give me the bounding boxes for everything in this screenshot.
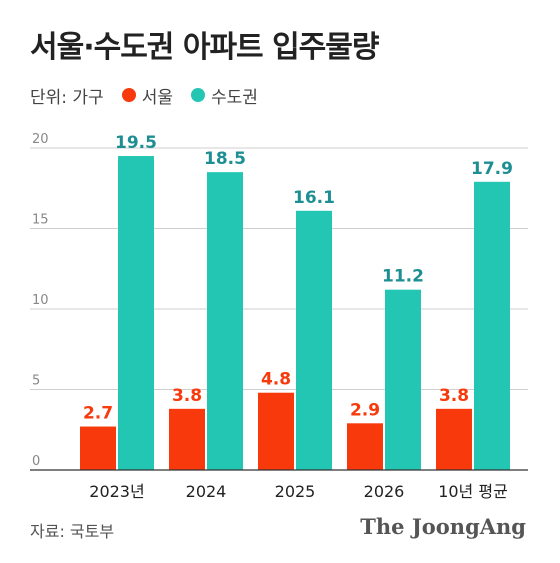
- bar: [118, 156, 154, 471]
- y-tick-label: 15: [32, 213, 49, 228]
- x-tick-label: 2025: [275, 482, 316, 500]
- data-label: 18.5: [204, 149, 246, 169]
- legend-label-seoul: 서울: [141, 87, 173, 108]
- bar: [436, 408, 472, 470]
- legend-label-capital: 수도권: [210, 87, 258, 108]
- y-tick-label: 0: [32, 454, 40, 469]
- bar: [169, 408, 205, 470]
- data-label: 16.1: [293, 188, 335, 208]
- data-label: 4.8: [261, 370, 291, 390]
- data-label: 2.7: [83, 404, 113, 424]
- bar: [258, 392, 294, 470]
- x-tick-label: 2026: [364, 482, 405, 500]
- data-label: 3.8: [439, 386, 469, 406]
- brand-logo: The JoongAng: [360, 514, 526, 539]
- bar: [347, 423, 383, 470]
- chart-title: 서울·수도권 아파트 입주물량: [30, 30, 379, 65]
- y-tick-label: 10: [32, 293, 49, 308]
- data-label: 17.9: [471, 159, 513, 179]
- data-label: 11.2: [382, 267, 424, 287]
- bar-chart: 0 5 10 15 20 2.7 19.5 2023년 3.8 18.5 2024 4.8 16.1 20…: [30, 132, 528, 500]
- bar: [80, 426, 116, 470]
- bar: [207, 172, 243, 470]
- source-note: 자료: 국토부: [30, 522, 115, 541]
- data-label: 19.5: [115, 133, 157, 153]
- bar: [385, 289, 421, 470]
- legend: 단위: 가구 서울 수도권: [30, 82, 276, 108]
- legend-item-seoul: 서울: [121, 83, 173, 108]
- y-tick-label: 5: [32, 374, 40, 389]
- x-tick-label: 2023년: [89, 482, 144, 500]
- data-label: 3.8: [172, 386, 202, 406]
- data-label: 2.9: [350, 400, 380, 420]
- x-tick-label: 10년 평균: [438, 482, 508, 500]
- legend-item-capital: 수도권: [190, 83, 258, 108]
- bar: [296, 210, 332, 470]
- x-tick-label: 2024: [186, 482, 227, 500]
- legend-dot-capital: [190, 88, 205, 102]
- bar: [474, 181, 510, 470]
- unit-label: 단위: 가구: [30, 87, 104, 108]
- y-tick-label: 20: [32, 132, 49, 147]
- legend-dot-seoul: [121, 88, 136, 102]
